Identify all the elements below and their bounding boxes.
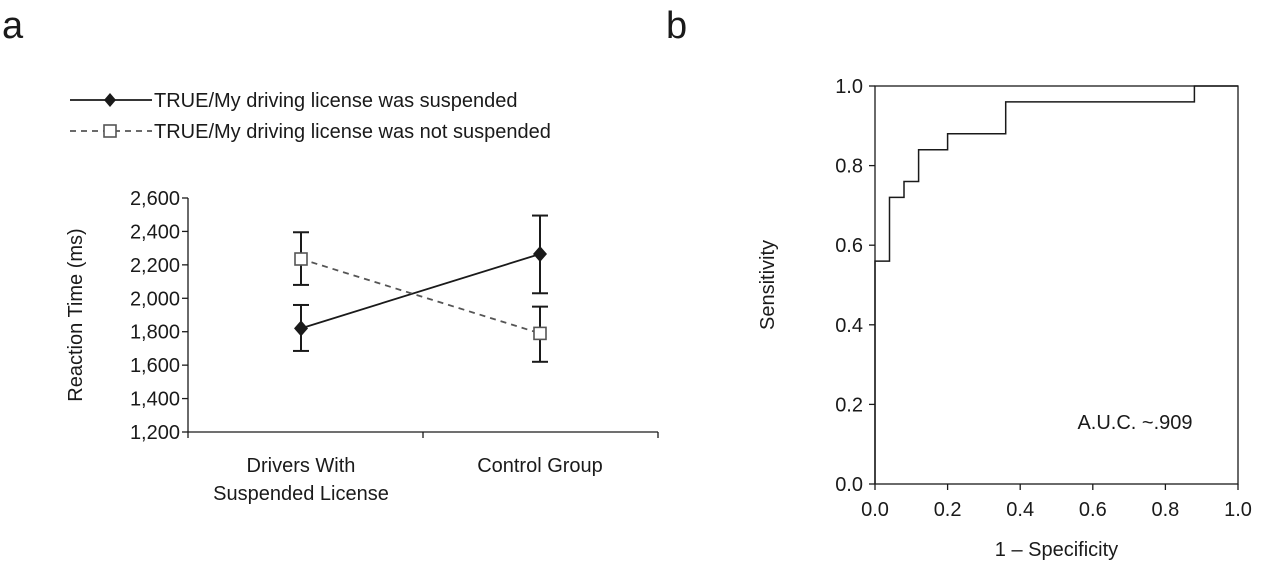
axes-b: 0.0 0.2 0.4 0.6 0.8 1.0 0.0 0.2 0.4 0.6 0.8 1.0 1 – … bbox=[757, 76, 1252, 561]
legend: TRUE/My driving license was suspended TRU… bbox=[70, 90, 551, 143]
y-tick-label: 2,200 bbox=[130, 255, 180, 277]
marks-a bbox=[293, 214, 548, 363]
y-tick-label: 0.4 bbox=[835, 315, 863, 337]
x-tick-label: 1.0 bbox=[1224, 499, 1252, 521]
legend-marker-square bbox=[103, 124, 117, 138]
y-tick-label: 1,800 bbox=[130, 322, 180, 344]
y-tick-label: 2,600 bbox=[130, 188, 180, 210]
axes-a: 1,200 1,400 1,600 1,800 2,000 2,200 2,400 2,600… bbox=[65, 188, 659, 505]
x-tick-label: 0.4 bbox=[1006, 499, 1034, 521]
auc-annotation: A.U.C. ~.909 bbox=[1077, 412, 1192, 434]
panel-a-reaction-time-chart: TRUE/My driving license was suspended TRU… bbox=[65, 90, 659, 505]
y-tick-label: 1,200 bbox=[130, 422, 180, 444]
x-tick-label: 0.0 bbox=[861, 499, 889, 521]
y-tick-label: 1,600 bbox=[130, 355, 180, 377]
y-tick-label: 1.0 bbox=[835, 76, 863, 98]
y-tick-label: 2,000 bbox=[130, 288, 180, 310]
data-point-square bbox=[533, 326, 547, 341]
x-category-label-line: Drivers With bbox=[247, 455, 356, 477]
y-tick-label: 1,400 bbox=[130, 389, 180, 411]
y-tick-label: 2,400 bbox=[130, 221, 180, 243]
x-axis-label: 1 – Specificity bbox=[995, 539, 1118, 561]
legend-label: TRUE/My driving license was not suspende… bbox=[154, 121, 551, 143]
y-tick-label: 0.0 bbox=[835, 474, 863, 496]
data-point-diamond bbox=[294, 320, 308, 337]
series-line bbox=[300, 253, 541, 330]
x-tick-label: 0.6 bbox=[1079, 499, 1107, 521]
roc-curve bbox=[874, 85, 1238, 484]
x-category-label: Drivers With Suspended License bbox=[213, 455, 389, 505]
x-category-label-line: Control Group bbox=[477, 455, 603, 477]
panel-letter-a: a bbox=[2, 5, 24, 47]
series-line bbox=[300, 258, 541, 335]
data-point-diamond bbox=[533, 245, 547, 262]
x-tick-label: 0.8 bbox=[1151, 499, 1179, 521]
data-point-square bbox=[294, 252, 308, 266]
y-tick-label: 0.2 bbox=[835, 394, 863, 416]
x-category-label-line: Suspended License bbox=[213, 483, 389, 505]
y-tick-label: 0.8 bbox=[835, 156, 863, 178]
y-axis-label: Sensitivity bbox=[757, 240, 779, 330]
x-category-label: Control Group bbox=[477, 455, 603, 477]
panel-b-roc-curve-chart: 0.0 0.2 0.4 0.6 0.8 1.0 0.0 0.2 0.4 0.6 0.8 1.0 1 – … bbox=[757, 76, 1252, 561]
legend-label: TRUE/My driving license was suspended bbox=[154, 90, 518, 112]
marks-b: A.U.C. ~.909 bbox=[874, 85, 1238, 484]
panel-letter-b: b bbox=[666, 5, 687, 47]
legend-marker-diamond bbox=[104, 93, 116, 107]
y-tick-label: 0.6 bbox=[835, 235, 863, 257]
x-tick-label: 0.2 bbox=[934, 499, 962, 521]
y-axis-label: Reaction Time (ms) bbox=[65, 228, 87, 401]
